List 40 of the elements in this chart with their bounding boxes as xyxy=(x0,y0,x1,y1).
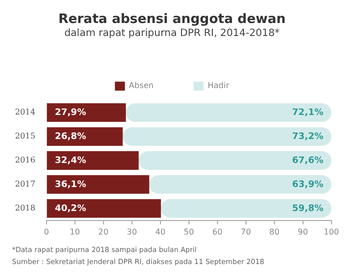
x-tick-label: 20 xyxy=(98,227,108,236)
y-tick-label: 2015 xyxy=(15,132,36,141)
data-label: 67,6% xyxy=(292,156,324,166)
chart-subtitle: dalam rapat paripurna DPR RI, 2014-2018* xyxy=(64,28,280,40)
x-tick-label: 10 xyxy=(70,227,80,236)
data-label: 73,2% xyxy=(292,132,324,142)
y-tick-label: 2018 xyxy=(15,204,36,212)
x-tick-label: 50 xyxy=(184,227,194,236)
bar xyxy=(46,199,161,218)
bar xyxy=(46,103,126,122)
bar xyxy=(122,127,332,146)
x-tick-label: 80 xyxy=(269,227,280,236)
x-tick-label: 30 xyxy=(126,227,137,236)
y-tick-label: 2014 xyxy=(15,108,36,117)
bar xyxy=(126,103,332,122)
bar xyxy=(46,175,150,194)
bar xyxy=(46,127,123,146)
legend-label: Hadir xyxy=(208,81,230,90)
x-tick-label: 0 xyxy=(44,227,49,236)
x-tick-label: 100 xyxy=(324,227,340,236)
data-label: 63,9% xyxy=(292,180,324,190)
y-tick-label: 2017 xyxy=(15,180,36,189)
x-tick-label: 90 xyxy=(298,227,308,236)
y-tick-label: 2016 xyxy=(15,156,36,165)
bar xyxy=(138,151,332,170)
bar xyxy=(160,199,332,218)
legend-label: Absen xyxy=(128,81,154,90)
data-label: 32,4% xyxy=(54,156,86,166)
data-label: 36,1% xyxy=(54,180,86,190)
x-tick-label: 40 xyxy=(155,227,166,236)
x-tick-label: 70 xyxy=(240,227,251,236)
x-tick-label: 60 xyxy=(212,227,222,236)
bar xyxy=(46,151,139,170)
data-label: 59,8% xyxy=(292,204,324,214)
data-label: 72,1% xyxy=(292,108,324,118)
data-label: 26,8% xyxy=(54,132,86,142)
data-label: 40,2% xyxy=(54,204,86,214)
chart-title: Rerata absensi anggota dewan xyxy=(58,12,286,28)
data-label: 27,9% xyxy=(54,108,86,118)
bar xyxy=(149,175,332,194)
